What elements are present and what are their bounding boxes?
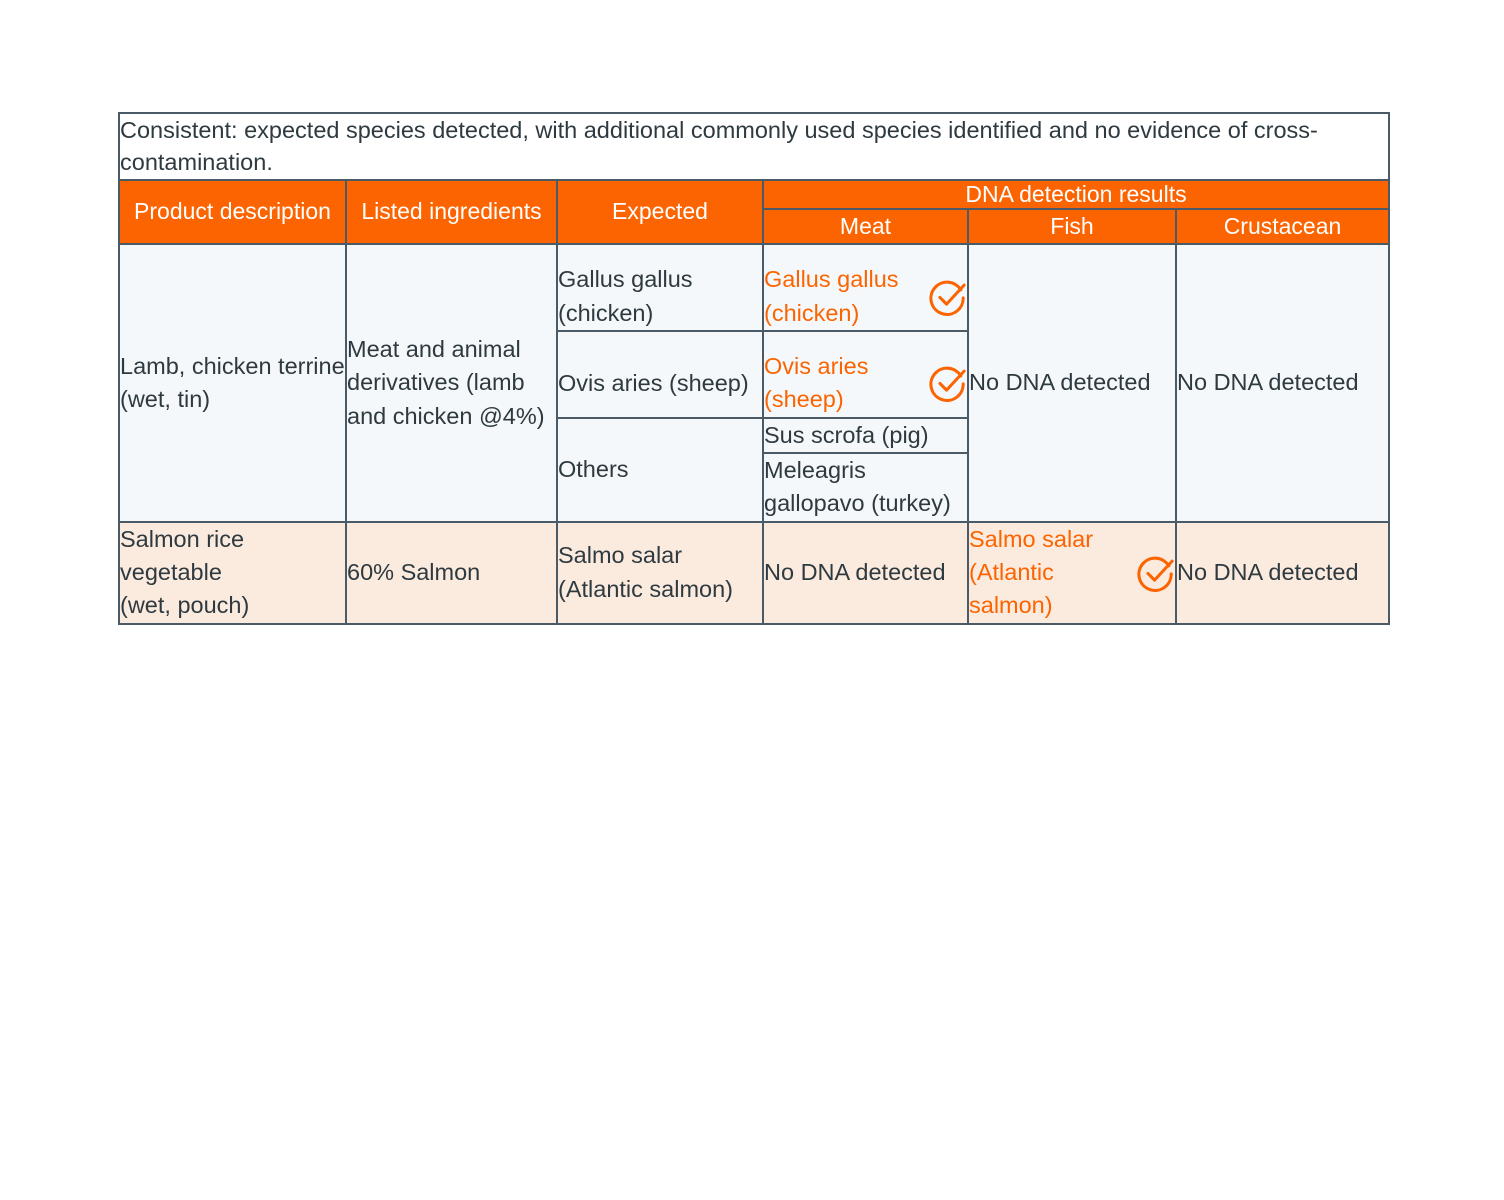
- check-circle-icon: [929, 364, 967, 403]
- meat-detected-species: Gallus gallus (chicken): [764, 266, 899, 326]
- col-header-meat: Meat: [762, 207, 969, 246]
- col-header-product-description: Product description: [118, 178, 347, 246]
- species-results-table-wrapper: Consistent: expected species detected, w…: [117, 112, 1391, 625]
- cell-fish-result: Salmo salar (Atlantic salmon): [967, 520, 1177, 625]
- cell-expected-species: Ovis aries (sheep): [556, 329, 764, 419]
- cell-expected-others: Others: [556, 416, 764, 523]
- check-circle-icon: [1137, 554, 1175, 592]
- cell-meat-result: Ovis aries (sheep): [762, 329, 969, 419]
- cell-meat-result: No DNA detected: [762, 520, 969, 625]
- consistency-note: Consistent: expected species detected, w…: [117, 112, 1391, 181]
- cell-crustacean-result: No DNA detected: [1174, 520, 1391, 625]
- cell-meat-result: Meleagris gallopavo (turkey): [762, 451, 969, 523]
- col-header-crustacean: Crustacean: [1174, 207, 1391, 246]
- cell-fish-result: No DNA detected: [967, 243, 1177, 523]
- note-row: Consistent: expected species detected, w…: [117, 112, 1391, 181]
- species-results-table: Consistent: expected species detected, w…: [117, 112, 1391, 625]
- cell-listed-ingredients: 60% Salmon: [345, 520, 558, 625]
- check-circle-icon: [929, 278, 967, 316]
- col-header-dna-detection-results: DNA detection results: [761, 178, 1391, 210]
- meat-detected-species: Ovis aries (sheep): [764, 352, 869, 413]
- col-header-fish: Fish: [967, 207, 1177, 246]
- col-header-expected: Expected: [556, 178, 764, 246]
- table-row: Ovis aries (sheep) Ovis aries (sheep): [119, 329, 1389, 419]
- cell-meat-result: Gallus gallus (chicken): [762, 243, 969, 332]
- header-row-primary: Product description Listed ingredients E…: [118, 178, 1391, 246]
- table-row: Salmon rice vegetable (wet, pouch) 60% S…: [118, 520, 1391, 625]
- cell-crustacean-result: No DNA detected: [1174, 243, 1391, 523]
- col-header-listed-ingredients: Listed ingredients: [345, 178, 558, 246]
- table-row: Others Sus scrofa (pig): [119, 416, 1389, 523]
- cell-listed-ingredients: Meat and animal derivatives (lamb and ch…: [345, 243, 558, 523]
- cell-expected-species: Gallus gallus (chicken): [556, 243, 764, 332]
- cell-product-description: Salmon rice vegetable (wet, pouch): [118, 520, 347, 625]
- table-row: Lamb, chicken terrine (wet, tin) Meat an…: [118, 243, 1391, 523]
- header-row-secondary: Meat Fish Crustacean: [119, 207, 1391, 246]
- cell-product-description: Lamb, chicken terrine (wet, tin): [118, 243, 347, 523]
- table-row: Meleagris gallopavo (turkey): [119, 451, 1389, 523]
- cell-expected-species: Salmo salar (Atlantic salmon): [556, 520, 764, 625]
- fish-detected-species: Salmo salar (Atlantic salmon): [969, 525, 1094, 619]
- cell-meat-result: Sus scrofa (pig): [762, 416, 969, 454]
